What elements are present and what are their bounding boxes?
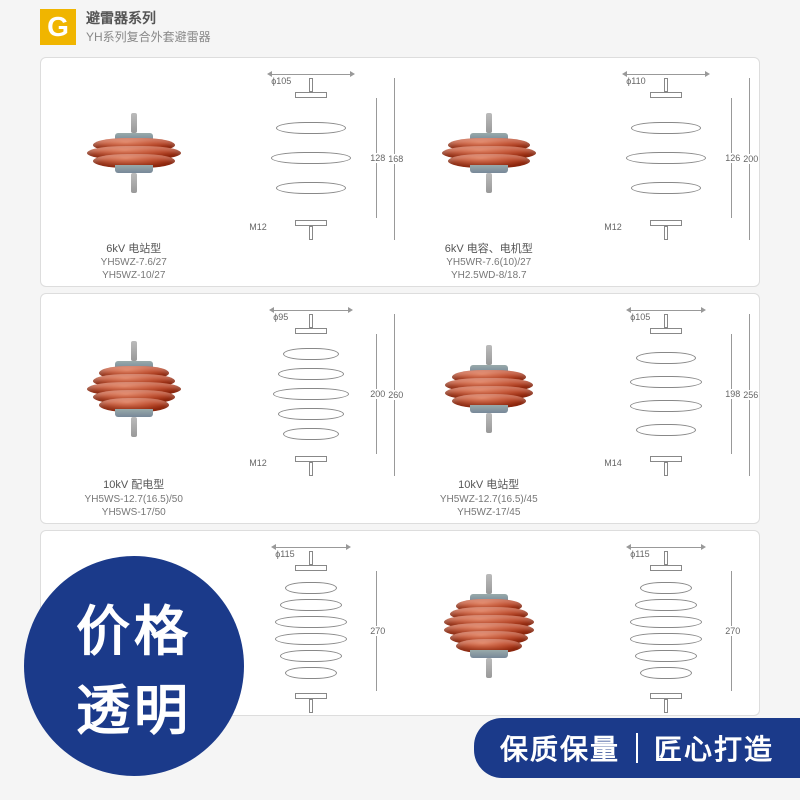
drawing-cell: ϕ110 126 200 M12 (578, 68, 756, 282)
banner-left-text: 保质保量 (500, 728, 620, 768)
drawing-cell: ϕ115 270 (578, 541, 756, 711)
drawing-cell: ϕ105 198 256 M14 (578, 304, 756, 518)
header-text: 避雷器系列 YH系列复合外套避雷器 (86, 8, 211, 45)
caption-main: 10kV 电站型 (458, 479, 519, 491)
badge-line2: 透明 (76, 666, 192, 745)
product-caption: 6kV 电容、电机型YH5WR-7.6(10)/27YH2.5WD-8/18.7 (445, 242, 533, 282)
price-badge: 价格 透明 (24, 556, 244, 776)
header-title: 避雷器系列 (86, 8, 211, 28)
dim-thread: M12 (249, 222, 267, 232)
arrester-drawing: ϕ110126200M12 (596, 68, 736, 238)
caption-main: 10kV 配电型 (103, 479, 164, 491)
photo-cell: 10kV 电站型 YH5WZ-12.7(16.5)/45YH5WZ-17/45 (400, 304, 578, 518)
dim-thread: M14 (604, 458, 622, 468)
arrester-drawing: ϕ115 270 (596, 541, 736, 711)
dim-body-height: 126 (718, 98, 732, 218)
dim-body-height: 198 (718, 334, 732, 454)
caption-sub: YH5WZ-10/27 (101, 269, 167, 282)
product-caption: 10kV 配电型 YH5WS-12.7(16.5)/50YH5WS-17/50 (85, 478, 183, 518)
product-caption: 10kV 电站型 YH5WZ-12.7(16.5)/45YH5WZ-17/45 (440, 478, 538, 518)
dim-body-height: 200 (363, 334, 377, 454)
dim-total-height: 256 (736, 314, 750, 476)
caption-sub: YH2.5WD-8/18.7 (445, 269, 533, 282)
dim-total-height: 260 (381, 314, 395, 476)
caption-sub: YH5WS-12.7(16.5)/50 (85, 493, 183, 506)
product-caption: 6kV 电站型YH5WZ-7.6/27YH5WZ-10/27 (101, 242, 167, 282)
photo-cell (400, 541, 578, 711)
arrester-drawing: ϕ105128168M12 (241, 68, 381, 238)
catalog-row: 10kV 配电型 YH5WS-12.7(16.5)/50YH5WS-17/50 ϕ9… (40, 293, 760, 523)
dim-body-height: 270 (363, 571, 377, 691)
arrester-drawing: ϕ95200260M12 (241, 304, 381, 474)
drawing-cell: ϕ95 200 260 M12 (223, 304, 401, 518)
dim-total-height: 200 (736, 78, 750, 240)
arrester-drawing: ϕ105198256M14 (596, 304, 736, 474)
caption-sub: YH5WZ-17/45 (440, 506, 538, 519)
caption-sub: YH5WZ-7.6/27 (101, 256, 167, 269)
dim-top-phi: ϕ105 (271, 74, 351, 86)
arrester-photo (74, 304, 194, 474)
banner-separator (636, 733, 638, 763)
caption-sub: YH5WZ-12.7(16.5)/45 (440, 493, 538, 506)
badge-line1: 价格 (76, 587, 192, 666)
dim-top-phi: ϕ115 (275, 547, 347, 559)
header-subtitle: YH系列复合外套避雷器 (86, 28, 211, 45)
arrester-photo (429, 68, 549, 238)
caption-main: 6kV 电站型 (106, 243, 161, 255)
dim-top-phi: ϕ110 (626, 74, 706, 86)
drawing-cell: ϕ115 270 (223, 541, 401, 711)
banner-right-text: 匠心打造 (654, 728, 774, 768)
quality-banner: 保质保量 匠心打造 (474, 718, 800, 778)
photo-cell: 6kV 电站型YH5WZ-7.6/27YH5WZ-10/27 (45, 68, 223, 282)
caption-main: 6kV 电容、电机型 (445, 243, 533, 255)
photo-cell: 10kV 配电型 YH5WS-12.7(16.5)/50YH5WS-17/50 (45, 304, 223, 518)
arrester-drawing: ϕ115 270 (241, 541, 381, 711)
dim-total-height: 168 (381, 78, 395, 240)
dim-thread: M12 (604, 222, 622, 232)
catalog-header: G 避雷器系列 YH系列复合外套避雷器 (0, 0, 800, 57)
photo-cell: 6kV 电容、电机型YH5WR-7.6(10)/27YH2.5WD-8/18.7 (400, 68, 578, 282)
dim-top-phi: ϕ95 (273, 310, 349, 322)
dim-body-height: 270 (718, 571, 732, 691)
dim-top-phi: ϕ115 (630, 547, 702, 559)
catalog-row: 6kV 电站型YH5WZ-7.6/27YH5WZ-10/27 ϕ105 128 168… (40, 57, 760, 287)
drawing-cell: ϕ105 128 168 M12 (223, 68, 401, 282)
dim-body-height: 128 (363, 98, 377, 218)
caption-sub: YH5WS-17/50 (85, 506, 183, 519)
arrester-photo (429, 304, 549, 474)
caption-sub: YH5WR-7.6(10)/27 (445, 256, 533, 269)
dim-top-phi: ϕ105 (630, 310, 702, 322)
arrester-photo (429, 541, 549, 711)
arrester-photo (74, 68, 194, 238)
dim-thread: M12 (249, 458, 267, 468)
logo-letter: G (40, 9, 76, 45)
